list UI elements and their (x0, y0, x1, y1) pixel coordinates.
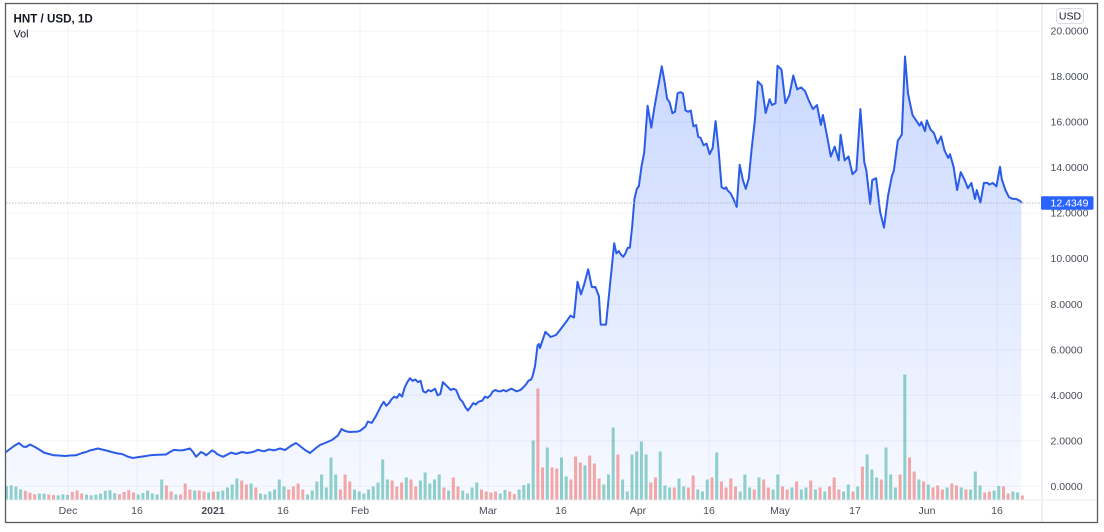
svg-text:USD: USD (1059, 10, 1082, 22)
svg-text:Dec: Dec (59, 505, 78, 517)
svg-text:0.0000: 0.0000 (1051, 481, 1083, 493)
svg-text:Vol: Vol (14, 28, 29, 40)
svg-text:14.0000: 14.0000 (1051, 162, 1089, 174)
svg-text:Apr: Apr (630, 505, 647, 517)
svg-text:4.0000: 4.0000 (1051, 390, 1083, 402)
svg-text:2021: 2021 (201, 505, 225, 517)
svg-text:18.0000: 18.0000 (1051, 71, 1089, 83)
svg-text:6.0000: 6.0000 (1051, 344, 1083, 356)
svg-text:16: 16 (131, 505, 143, 517)
svg-text:12.0000: 12.0000 (1051, 208, 1089, 220)
svg-text:16: 16 (703, 505, 715, 517)
svg-text:HNT / USD, 1D: HNT / USD, 1D (14, 12, 93, 25)
svg-text:Feb: Feb (351, 505, 369, 517)
svg-text:2.0000: 2.0000 (1051, 435, 1083, 447)
svg-text:8.0000: 8.0000 (1051, 299, 1083, 311)
svg-text:16.0000: 16.0000 (1051, 117, 1089, 129)
svg-text:10.0000: 10.0000 (1051, 253, 1089, 265)
svg-text:May: May (770, 505, 791, 517)
svg-text:16: 16 (277, 505, 289, 517)
svg-text:Mar: Mar (479, 505, 498, 517)
svg-text:Jun: Jun (919, 505, 936, 517)
svg-text:20.0000: 20.0000 (1051, 26, 1089, 38)
svg-text:12.4349: 12.4349 (1051, 198, 1089, 210)
svg-text:16: 16 (555, 505, 567, 517)
svg-text:17: 17 (849, 505, 861, 517)
svg-text:16: 16 (991, 505, 1003, 517)
